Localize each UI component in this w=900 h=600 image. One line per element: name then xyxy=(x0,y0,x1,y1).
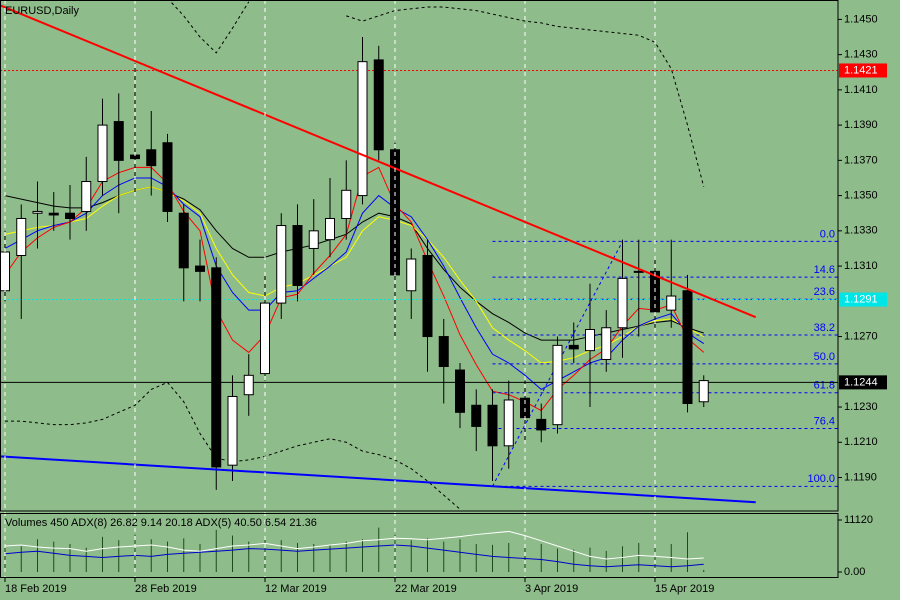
price-tag xyxy=(839,63,887,78)
candle-body xyxy=(146,149,157,167)
bollinger-band xyxy=(5,381,461,510)
candle-body xyxy=(97,124,108,182)
price-tag xyxy=(839,375,887,390)
fib-label: 76.4 xyxy=(814,415,835,427)
candle-body xyxy=(552,344,563,426)
bollinger-band xyxy=(168,0,250,54)
candle-body xyxy=(243,374,254,396)
candle-body xyxy=(487,404,498,447)
candle-body xyxy=(227,395,238,466)
axes: 18 Feb 2019 28 Feb 2019 12 Mar 2019 22 Mar … xyxy=(4,0,887,595)
fib-label: 23.6 xyxy=(814,286,835,298)
fib-label: 50.0 xyxy=(814,351,835,363)
candle-body xyxy=(195,265,205,272)
y-tick-label: 1.1390 xyxy=(844,119,878,131)
x-tick-label: 12 Mar 2019 xyxy=(265,583,327,595)
candle-body xyxy=(422,255,433,338)
price-tag-label: 1.1291 xyxy=(844,293,878,305)
candle-body xyxy=(438,336,449,368)
moving-average xyxy=(4,166,705,412)
candle-body xyxy=(682,290,693,405)
candle-body xyxy=(81,180,92,212)
price-pane-border xyxy=(0,0,839,512)
chart-title: EURUSD,Daily xyxy=(5,5,79,17)
y-tick-label: 1.1210 xyxy=(844,436,878,448)
price-tag-label: 1.1244 xyxy=(844,376,878,388)
candle-body xyxy=(178,212,189,269)
candle-body xyxy=(48,212,59,216)
candle-body xyxy=(341,189,352,219)
y-tick-label: 1.1350 xyxy=(844,189,878,201)
candle-body xyxy=(503,399,514,447)
y-tick-label: 1.1370 xyxy=(844,154,878,166)
candle-body xyxy=(32,210,43,214)
fib-label: 38.2 xyxy=(814,322,835,334)
candle-body xyxy=(585,329,595,352)
x-tick-label: 15 Apr 2019 xyxy=(655,583,714,595)
y-tick-label: 0.00 xyxy=(844,566,865,578)
candle-body xyxy=(633,270,644,273)
y-tick-label: 1.1330 xyxy=(844,225,878,237)
adx-line xyxy=(4,530,704,560)
y-tick-label: 1.1270 xyxy=(844,330,878,342)
candle-body xyxy=(666,295,677,311)
y-tick-label: 11120 xyxy=(844,514,873,526)
x-tick-label: 3 Apr 2019 xyxy=(525,583,578,595)
candle-body xyxy=(601,327,612,360)
indicator-pane-border xyxy=(0,513,839,578)
fib-label: 14.6 xyxy=(814,264,835,276)
candle-body xyxy=(292,225,303,286)
candle-body xyxy=(65,212,75,219)
candle-body xyxy=(536,418,547,431)
x-tick-label: 22 Mar 2019 xyxy=(395,583,457,595)
candle-body xyxy=(211,267,222,468)
moving-average xyxy=(4,177,705,391)
candle-body xyxy=(471,404,482,427)
candle-body xyxy=(276,225,287,304)
trendline xyxy=(0,4,757,319)
x-tick-label: 18 Feb 2019 xyxy=(5,583,67,595)
price-tag-label: 1.1421 xyxy=(844,64,878,76)
fib-label: 0.0 xyxy=(820,228,835,240)
candle-body xyxy=(568,344,579,350)
price-tag xyxy=(839,292,887,307)
fib-label: 61.8 xyxy=(814,380,835,392)
fib-label: 100.0 xyxy=(807,473,835,485)
x-tick-label: 28 Feb 2019 xyxy=(135,583,197,595)
indicator-pane xyxy=(4,527,705,572)
candle-body xyxy=(406,258,417,292)
candle-body xyxy=(325,217,335,241)
y-tick-label: 1.1310 xyxy=(844,260,878,272)
candle-body xyxy=(698,380,709,403)
moving-average xyxy=(4,186,704,364)
candle-body xyxy=(162,142,173,212)
candle-body xyxy=(373,59,384,151)
y-tick-label: 1.1230 xyxy=(844,401,878,413)
candle-body xyxy=(455,369,465,413)
candle-body xyxy=(617,277,628,329)
candle-body xyxy=(308,230,319,249)
bollinger-band xyxy=(346,6,705,187)
candle-body xyxy=(113,121,124,161)
adx-line xyxy=(4,544,704,568)
y-tick-label: 1.1430 xyxy=(844,49,878,61)
trendline xyxy=(0,455,756,504)
candle-body xyxy=(16,217,27,256)
y-tick-label: 1.1410 xyxy=(844,84,878,96)
y-tick-label: 1.1190 xyxy=(844,471,877,483)
candle-body xyxy=(357,61,368,197)
indicator-title: Volumes 450 ADX(8) 26.82 9.14 20.18 ADX(… xyxy=(5,517,317,529)
y-tick-label: 1.1450 xyxy=(844,13,878,25)
